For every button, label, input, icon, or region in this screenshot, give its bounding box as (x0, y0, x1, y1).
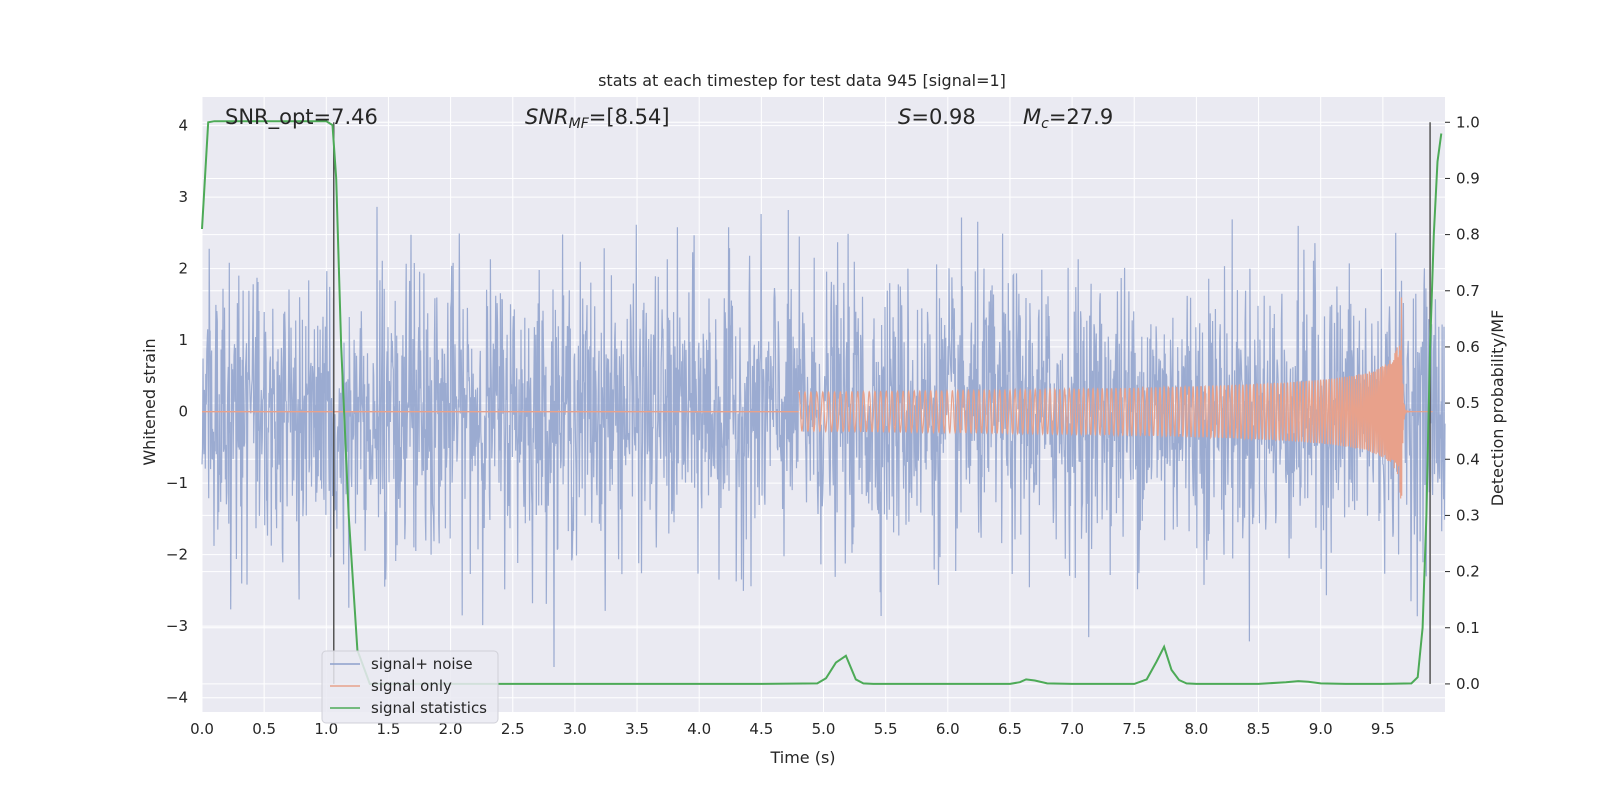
y-axis-label: Whitened strain (140, 338, 159, 465)
x-tick-label: 5.5 (874, 720, 898, 738)
signal-series (202, 297, 1433, 499)
x-tick-label: 8.5 (1247, 720, 1271, 738)
snr-mf-symbol: SNR (525, 105, 569, 129)
y2-tick-label: 0.8 (1456, 226, 1480, 244)
y-tick-label: 1 (178, 331, 188, 349)
y-tick-label: −4 (166, 689, 188, 707)
y-tick-label: 3 (178, 188, 188, 206)
x-tick-label: 7.5 (1122, 720, 1146, 738)
mc-symbol: M (1023, 105, 1041, 129)
legend-label-statistics: signal statistics (371, 699, 487, 717)
y2-tick-label: 0.6 (1456, 338, 1480, 356)
y-axis-ticks: 4 3 2 1 0 −1 −2 −3 −4 (166, 117, 188, 707)
x-tick-label: 6.5 (998, 720, 1022, 738)
y-tick-label: −3 (166, 617, 188, 635)
vertical-markers (333, 122, 1431, 684)
snr-mf-annotation: SNRMF=[8.54] (525, 105, 670, 132)
s-value: =0.98 (911, 105, 975, 129)
y2-tick-label: 0.5 (1456, 394, 1480, 412)
y-tick-label: 4 (178, 117, 188, 135)
statistic-series (201, 120, 1443, 685)
y2-tick-label: 0.7 (1456, 282, 1480, 300)
chart-title: stats at each timestep for test data 945… (598, 71, 1006, 90)
x-axis-ticks: 0.0 0.5 1.0 1.5 2.0 2.5 3.0 3.5 4.0 4.5 5.0 5.5 6.0 6… (190, 720, 1395, 738)
y2-tick-label: 0.4 (1456, 450, 1480, 468)
x-tick-label: 4.0 (687, 720, 711, 738)
statistics-trace (201, 120, 1443, 685)
legend-label-noise: signal+ noise (371, 655, 473, 673)
y2-tick-label: 0.1 (1456, 619, 1480, 637)
x-tick-label: 3.5 (625, 720, 649, 738)
y2-tick-label: 0.3 (1456, 506, 1480, 524)
mc-subscript: c (1041, 116, 1049, 132)
x-tick-label: 2.5 (501, 720, 525, 738)
x-tick-label: 6.0 (936, 720, 960, 738)
snr-mf-value: =[8.54] (589, 105, 670, 129)
s-symbol: S (898, 105, 911, 129)
y2-tick-label: 1.0 (1456, 113, 1480, 131)
y2-axis-ticks: 1.0 0.9 0.8 0.7 0.6 0.5 0.4 0.3 0.2 0.1 0.0 (1445, 113, 1480, 693)
x-tick-label: 4.5 (749, 720, 773, 738)
x-tick-label: 1.0 (314, 720, 338, 738)
signal-trace (798, 297, 1433, 499)
y-tick-label: −1 (166, 474, 188, 492)
y2-axis-label: Detection probability/MF (1488, 310, 1507, 507)
y-tick-label: 0 (178, 403, 188, 421)
s-annotation: S=0.98 (898, 105, 976, 129)
mc-value: =27.9 (1049, 105, 1113, 129)
x-tick-label: 9.5 (1371, 720, 1395, 738)
x-tick-label: 3.0 (563, 720, 587, 738)
x-axis-label: Time (s) (769, 748, 835, 767)
x-tick-label: 1.5 (377, 720, 401, 738)
noise-series (201, 206, 1446, 668)
y-tick-label: 2 (178, 260, 188, 278)
x-tick-label: 0.5 (252, 720, 276, 738)
x-tick-label: 0.0 (190, 720, 214, 738)
x-tick-label: 9.0 (1309, 720, 1333, 738)
x-tick-label: 2.0 (439, 720, 463, 738)
snr-mf-subscript: MF (569, 116, 590, 132)
y2-tick-label: 0.2 (1456, 563, 1480, 581)
mc-annotation: Mc=27.9 (1023, 105, 1113, 132)
y2-tick-label: 0.9 (1456, 169, 1480, 187)
legend-label-signal: signal only (371, 677, 452, 695)
x-tick-label: 8.0 (1184, 720, 1208, 738)
legend-frame (321, 650, 499, 724)
x-tick-label: 5.0 (812, 720, 836, 738)
y-tick-label: −2 (166, 546, 188, 564)
snr-opt-annotation: SNR_opt=7.46 (225, 105, 378, 130)
x-tick-label: 7.0 (1060, 720, 1084, 738)
legend: signal+ noise signal only signal statist… (321, 650, 499, 724)
y2-tick-label: 0.0 (1456, 675, 1480, 693)
noise-trace (201, 206, 1446, 668)
